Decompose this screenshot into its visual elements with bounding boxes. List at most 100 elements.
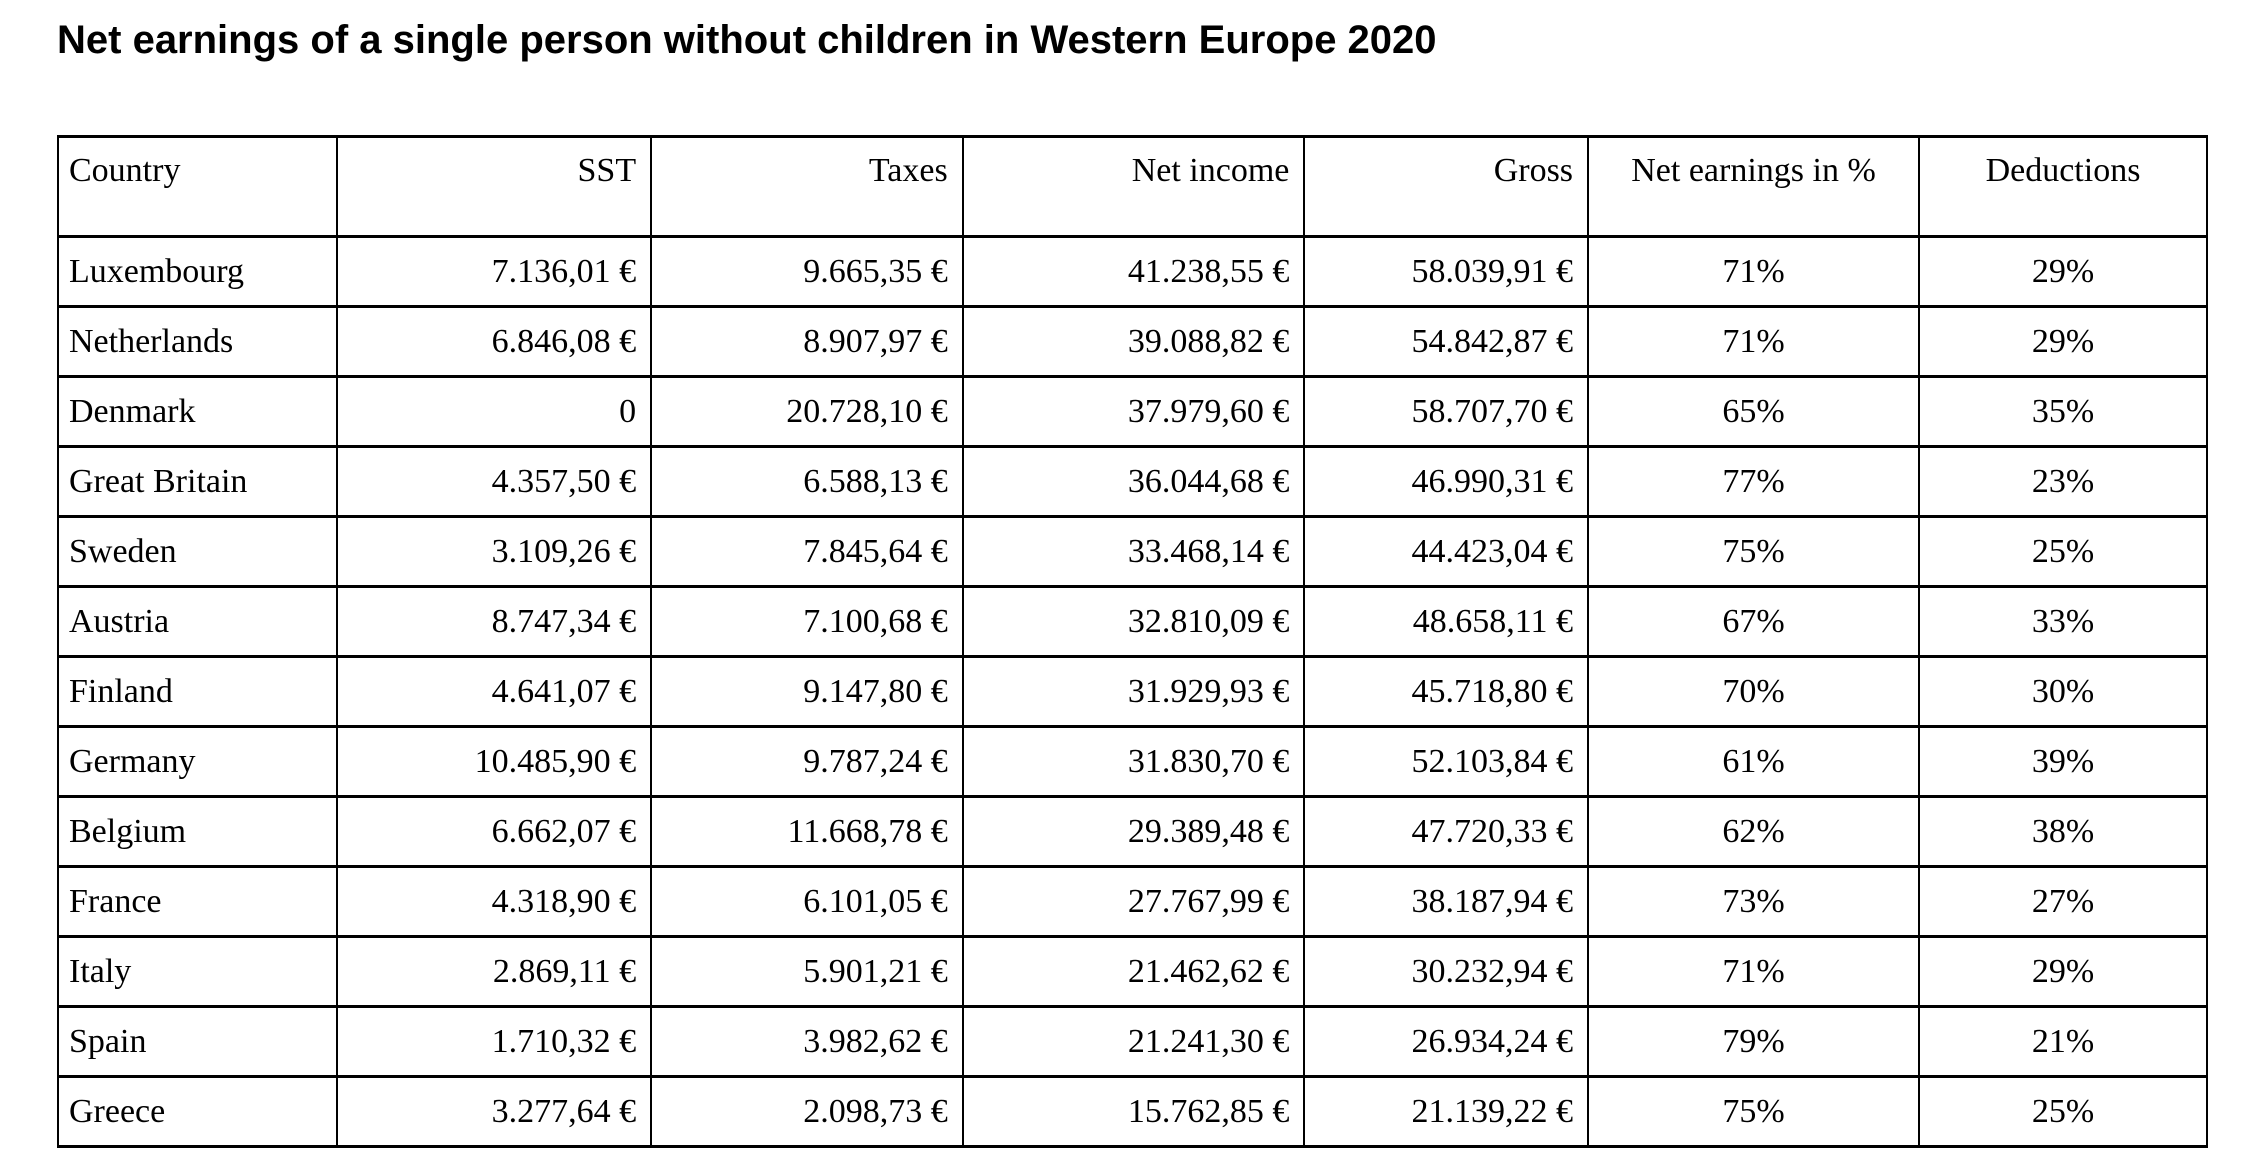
- value-cell: 7.100,68 €: [650, 585, 964, 658]
- value-cell: 2.098,73 €: [650, 1075, 964, 1148]
- value-cell: 77%: [1587, 445, 1920, 518]
- value-cell: 0: [336, 375, 653, 448]
- value-cell: 23%: [1917, 445, 2209, 518]
- page-title: Net earnings of a single person without …: [57, 18, 1437, 62]
- country-cell: Denmark: [56, 375, 339, 448]
- value-cell: 37.979,60 €: [961, 375, 1306, 448]
- value-cell: 27.767,99 €: [961, 865, 1306, 938]
- value-cell: 8.747,34 €: [336, 585, 653, 658]
- country-cell: Austria: [56, 585, 339, 658]
- value-cell: 21%: [1917, 1005, 2209, 1078]
- table-row: Luxembourg 7.136,01 €9.665,35 €41.238,55 …: [56, 235, 2209, 308]
- value-cell: 9.787,24 €: [650, 725, 964, 798]
- value-cell: 33.468,14 €: [961, 515, 1306, 588]
- value-cell: 25%: [1917, 515, 2209, 588]
- column-header-deductions: Deductions: [1917, 135, 2209, 238]
- country-cell: Greece: [56, 1075, 339, 1148]
- value-cell: 44.423,04 €: [1303, 515, 1590, 588]
- value-cell: 58.039,91 €: [1303, 235, 1590, 308]
- table-row: Austria 8.747,34 €7.100,68 €32.810,09 €48…: [56, 585, 2209, 658]
- value-cell: 29.389,48 €: [961, 795, 1306, 868]
- table-row: Greece 3.277,64 €2.098,73 €15.762,85 €21.…: [56, 1075, 2209, 1148]
- value-cell: 47.720,33 €: [1303, 795, 1590, 868]
- table-row: Great Britain 4.357,50 €6.588,13 €36.044,…: [56, 445, 2209, 518]
- value-cell: 29%: [1917, 305, 2209, 378]
- value-cell: 6.588,13 €: [650, 445, 964, 518]
- country-cell: France: [56, 865, 339, 938]
- value-cell: 3.277,64 €: [336, 1075, 653, 1148]
- country-cell: Belgium: [56, 795, 339, 868]
- value-cell: 79%: [1587, 1005, 1920, 1078]
- value-cell: 70%: [1587, 655, 1920, 728]
- value-cell: 25%: [1917, 1075, 2209, 1148]
- value-cell: 3.982,62 €: [650, 1005, 964, 1078]
- value-cell: 41.238,55 €: [961, 235, 1306, 308]
- value-cell: 4.357,50 €: [336, 445, 653, 518]
- value-cell: 75%: [1587, 1075, 1920, 1148]
- value-cell: 62%: [1587, 795, 1920, 868]
- table-row: Italy 2.869,11 €5.901,21 €21.462,62 €30.2…: [56, 935, 2209, 1008]
- table-row: Sweden 3.109,26 €7.845,64 €33.468,14 €44.…: [56, 515, 2209, 588]
- value-cell: 7.845,64 €: [650, 515, 964, 588]
- table-row: Netherlands 6.846,08 €8.907,97 €39.088,82…: [56, 305, 2209, 378]
- country-cell: Netherlands: [56, 305, 339, 378]
- value-cell: 35%: [1917, 375, 2209, 448]
- value-cell: 10.485,90 €: [336, 725, 653, 798]
- country-cell: Germany: [56, 725, 339, 798]
- value-cell: 11.668,78 €: [650, 795, 964, 868]
- value-cell: 33%: [1917, 585, 2209, 658]
- value-cell: 39.088,82 €: [961, 305, 1306, 378]
- value-cell: 30%: [1917, 655, 2209, 728]
- value-cell: 6.101,05 €: [650, 865, 964, 938]
- value-cell: 7.136,01 €: [336, 235, 653, 308]
- value-cell: 67%: [1587, 585, 1920, 658]
- value-cell: 2.869,11 €: [336, 935, 653, 1008]
- table-row: Germany 10.485,90 €9.787,24 €31.830,70 €5…: [56, 725, 2209, 798]
- table-row: Belgium 6.662,07 €11.668,78 €29.389,48 €4…: [56, 795, 2209, 868]
- column-header-net-earnings-in: Net earnings in %: [1587, 135, 1920, 238]
- value-cell: 9.665,35 €: [650, 235, 964, 308]
- value-cell: 54.842,87 €: [1303, 305, 1590, 378]
- value-cell: 6.662,07 €: [336, 795, 653, 868]
- value-cell: 48.658,11 €: [1303, 585, 1590, 658]
- value-cell: 4.641,07 €: [336, 655, 653, 728]
- value-cell: 71%: [1587, 935, 1920, 1008]
- value-cell: 58.707,70 €: [1303, 375, 1590, 448]
- column-header-sst: SST: [336, 135, 653, 238]
- value-cell: 73%: [1587, 865, 1920, 938]
- value-cell: 8.907,97 €: [650, 305, 964, 378]
- value-cell: 71%: [1587, 235, 1920, 308]
- value-cell: 30.232,94 €: [1303, 935, 1590, 1008]
- value-cell: 29%: [1917, 235, 2209, 308]
- column-header-gross: Gross: [1303, 135, 1590, 238]
- value-cell: 6.846,08 €: [336, 305, 653, 378]
- value-cell: 65%: [1587, 375, 1920, 448]
- value-cell: 45.718,80 €: [1303, 655, 1590, 728]
- value-cell: 15.762,85 €: [961, 1075, 1306, 1148]
- value-cell: 52.103,84 €: [1303, 725, 1590, 798]
- value-cell: 31.830,70 €: [961, 725, 1306, 798]
- value-cell: 4.318,90 €: [336, 865, 653, 938]
- country-cell: Italy: [56, 935, 339, 1008]
- column-header-taxes: Taxes: [650, 135, 964, 238]
- value-cell: 5.901,21 €: [650, 935, 964, 1008]
- column-header-net-income: Net income: [961, 135, 1306, 238]
- table-body: Luxembourg 7.136,01 €9.665,35 €41.238,55 …: [56, 235, 2209, 1148]
- value-cell: 26.934,24 €: [1303, 1005, 1590, 1078]
- value-cell: 36.044,68 €: [961, 445, 1306, 518]
- value-cell: 21.241,30 €: [961, 1005, 1306, 1078]
- table-row: Finland 4.641,07 €9.147,80 €31.929,93 €45…: [56, 655, 2209, 728]
- value-cell: 38%: [1917, 795, 2209, 868]
- country-cell: Great Britain: [56, 445, 339, 518]
- value-cell: 29%: [1917, 935, 2209, 1008]
- table-header: Country SST Taxes Net income Gross Net earnin…: [56, 135, 2209, 238]
- value-cell: 3.109,26 €: [336, 515, 653, 588]
- table-row: France 4.318,90 €6.101,05 €27.767,99 €38.…: [56, 865, 2209, 938]
- column-header-country: Country: [56, 135, 339, 238]
- value-cell: 39%: [1917, 725, 2209, 798]
- value-cell: 31.929,93 €: [961, 655, 1306, 728]
- country-cell: Sweden: [56, 515, 339, 588]
- net-earnings-table: Country SST Taxes Net income Gross Net earnin…: [56, 135, 2209, 1148]
- value-cell: 27%: [1917, 865, 2209, 938]
